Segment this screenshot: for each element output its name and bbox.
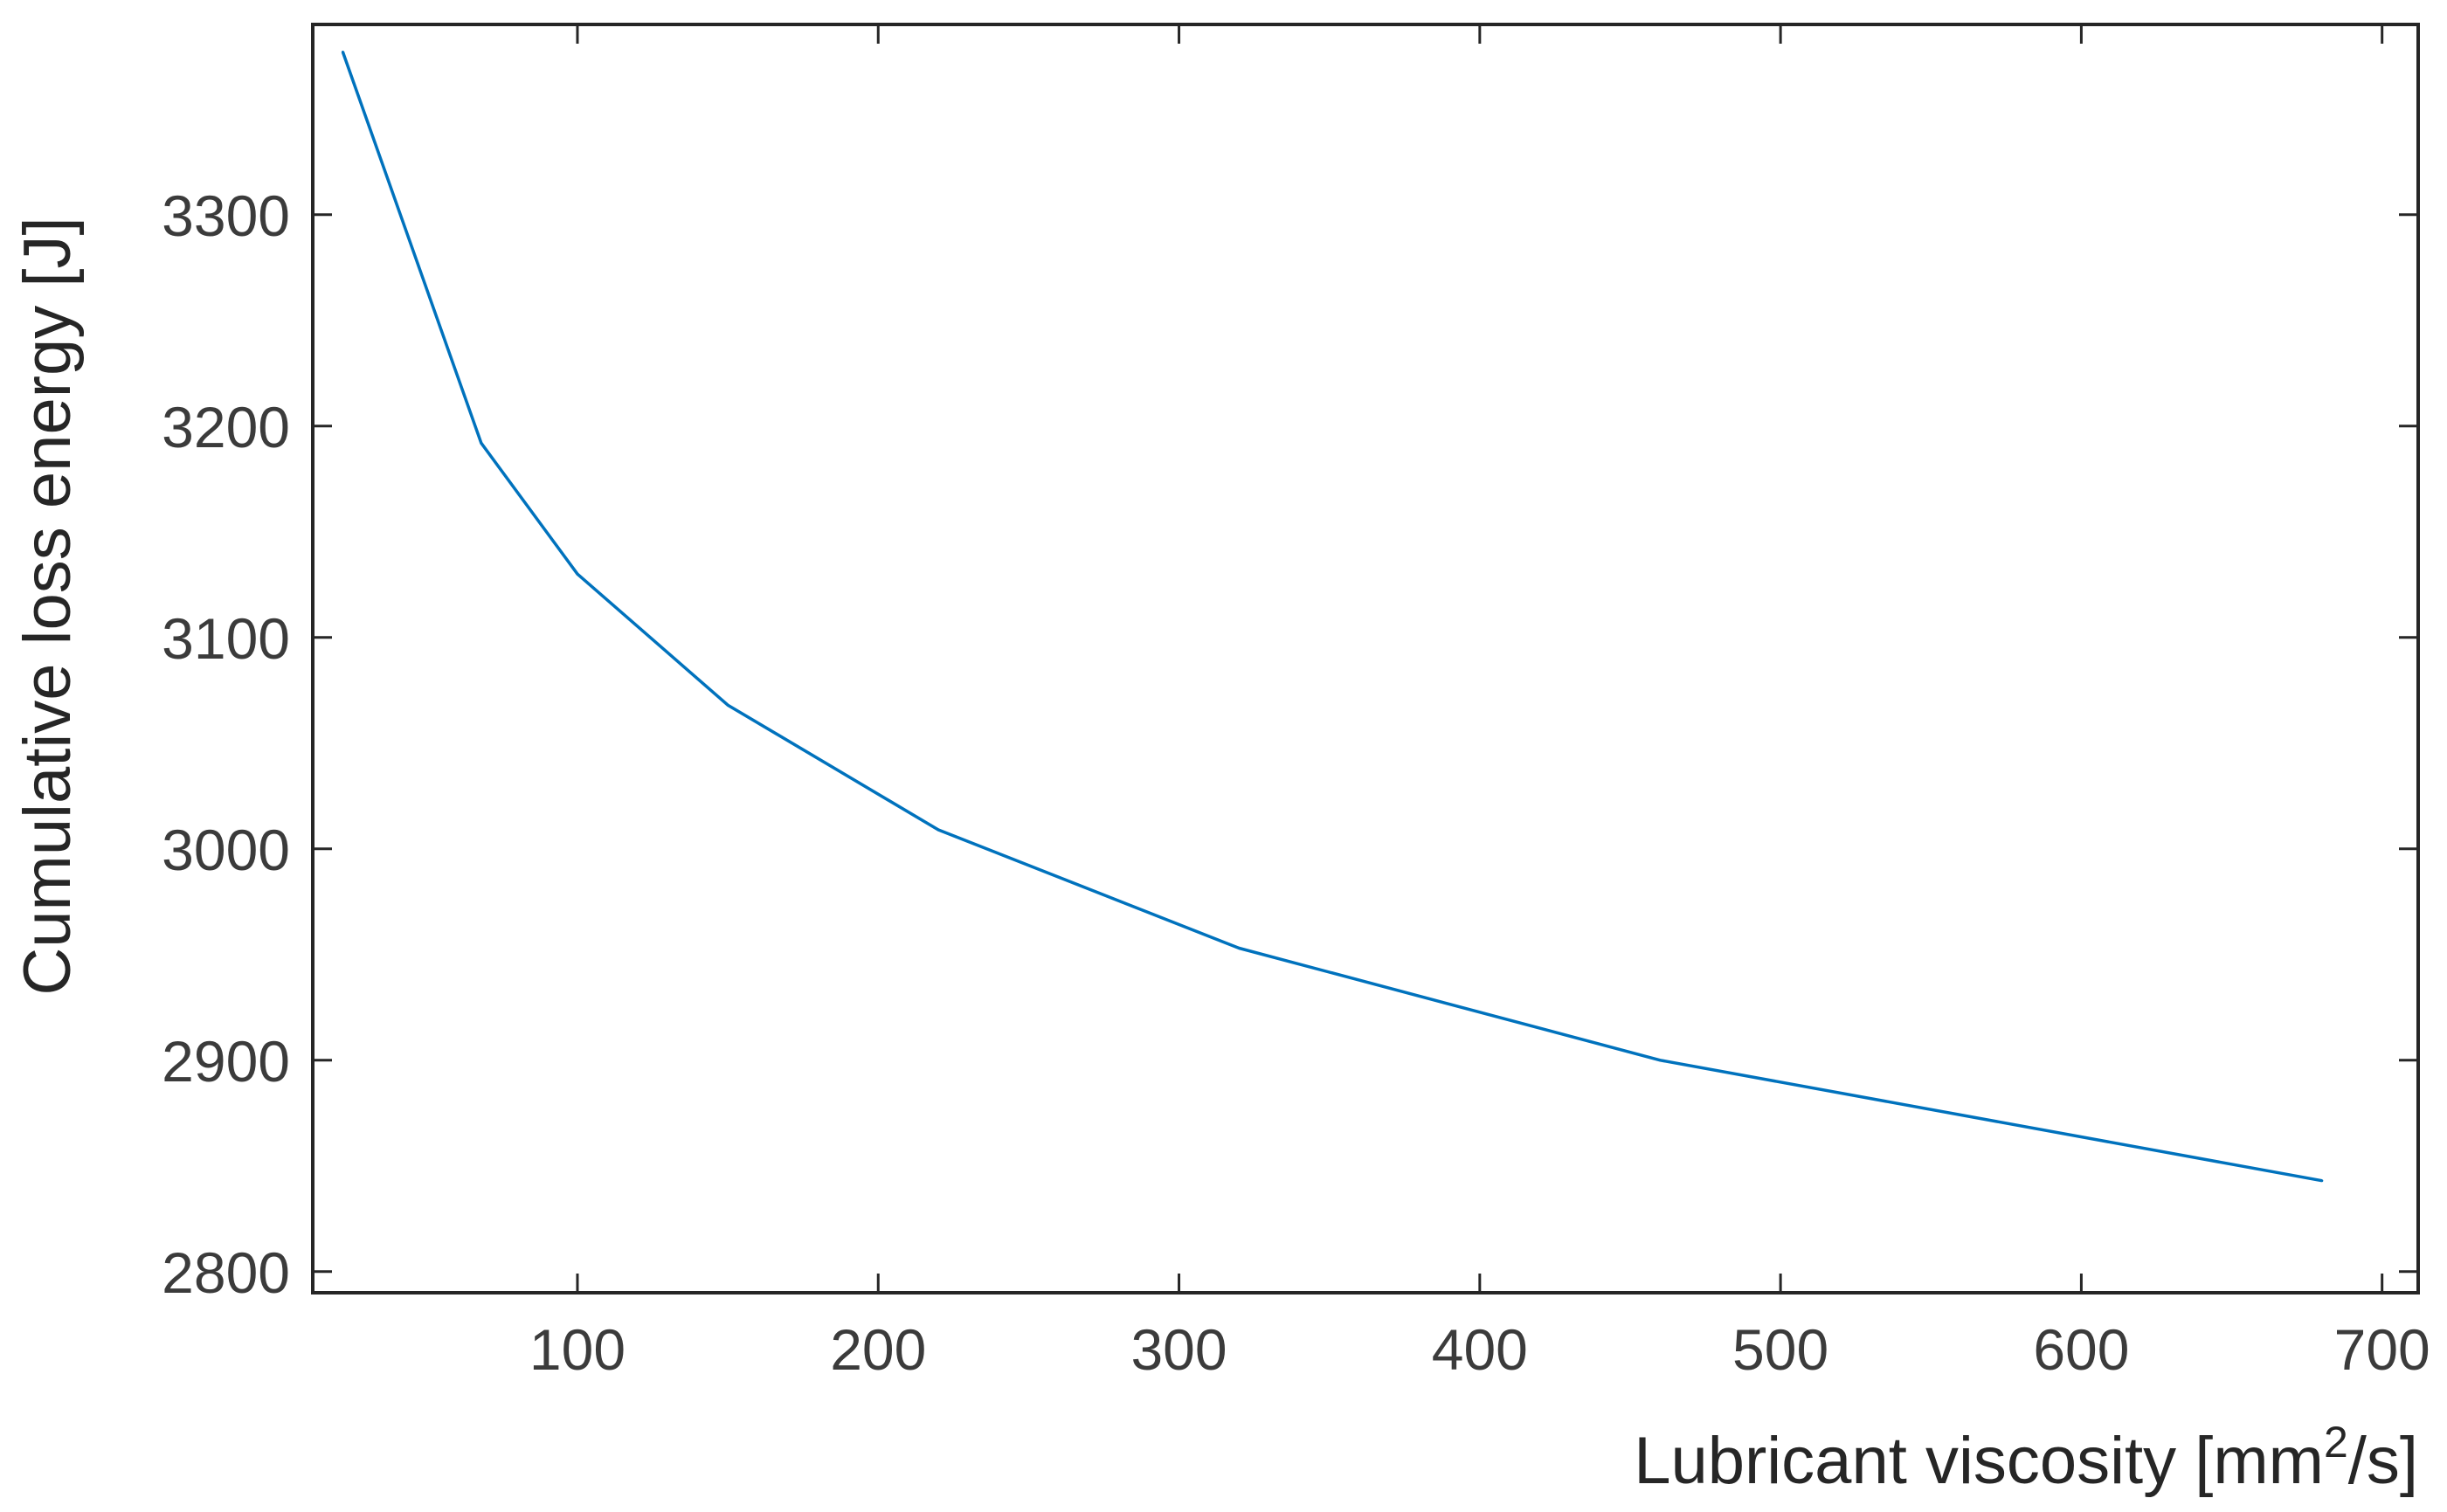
x-axis-label-superscript: 2	[2324, 1418, 2348, 1467]
series-layer	[341, 50, 2324, 1183]
y-tick-label: 3200	[162, 395, 290, 459]
tick-labels-layer: 100 200 300 400 500 600 700 2800 2900 3000 3100 320…	[162, 183, 2430, 1382]
data-point	[937, 828, 940, 832]
data-point	[726, 703, 729, 707]
y-axis-label: Cumulative loss energy [J]	[10, 217, 85, 995]
x-tick-label: 700	[2334, 1317, 2430, 1382]
y-tick-label: 3000	[162, 818, 290, 882]
data-point	[1237, 947, 1241, 950]
data-point	[2320, 1179, 2324, 1183]
x-axis-label: Lubricant viscosity [mm2/s]	[1634, 1418, 2418, 1498]
x-tick-label: 500	[1732, 1317, 1828, 1382]
data-point	[480, 441, 483, 445]
data-point	[341, 50, 344, 53]
x-tick-label: 100	[529, 1317, 626, 1382]
data-point	[576, 572, 579, 576]
y-tick-label: 3100	[162, 606, 290, 671]
plot-frame	[311, 23, 2420, 1295]
series-line	[341, 51, 2323, 1183]
x-axis-label-tail: /s]	[2348, 1424, 2418, 1498]
x-tick-label: 200	[830, 1317, 926, 1382]
ticks-layer	[313, 24, 2418, 1293]
x-tick-label: 300	[1130, 1317, 1227, 1382]
x-tick-label: 600	[2033, 1317, 2129, 1382]
data-point	[1658, 1059, 1662, 1062]
x-axis-label-main: Lubricant viscosity [mm	[1634, 1424, 2324, 1498]
x-tick-label: 400	[1432, 1317, 1528, 1382]
y-tick-label: 2800	[162, 1240, 290, 1305]
y-tick-label: 2900	[162, 1029, 290, 1094]
y-tick-label: 3300	[162, 183, 290, 248]
